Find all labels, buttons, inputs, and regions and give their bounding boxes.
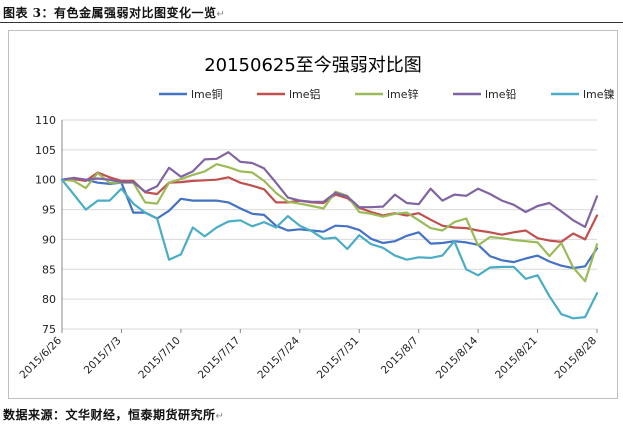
y-tick-label-80: 80 — [42, 293, 56, 306]
y-tick-label-100: 100 — [35, 174, 56, 187]
legend-label-2: lme铝 — [289, 87, 321, 101]
y-tick-label-85: 85 — [42, 263, 56, 276]
legend-label-5: lme镍 — [583, 87, 615, 101]
y-tick-label-105: 105 — [35, 144, 56, 157]
caption-divider — [0, 22, 623, 23]
x-tick-label-6: 2015/7/31 — [315, 335, 362, 382]
figure-caption: 图表 3：有色金属强弱对比图变化一览↵ — [3, 4, 225, 21]
x-tick-label-10: 2015/8/28 — [553, 335, 600, 382]
chart-container: 20150625至今强弱对比图 lme铜 lme铝 lme锌 lme铅 lme镍 75 80 8… — [8, 30, 618, 399]
y-tick-label-110: 110 — [35, 114, 56, 127]
x-tick-label-7: 2015/8/7 — [379, 335, 421, 377]
x-tick-label-4: 2015/7/17 — [196, 335, 243, 382]
series-line-5 — [60, 178, 599, 320]
series-line-4 — [60, 151, 599, 228]
line-chart: 20150625至今强弱对比图 lme铜 lme铝 lme锌 lme铅 lme镍 75 80 8… — [18, 55, 615, 382]
paragraph-mark-icon-2: ↵ — [215, 411, 225, 422]
caption-text: 图表 3：有色金属强弱对比图变化一览 — [3, 6, 217, 20]
x-tick-label-9: 2015/8/21 — [493, 335, 540, 382]
data-source-note: 数据来源：文华财经，恒泰期货研究所↵ — [3, 406, 224, 423]
y-tick-label-75: 75 — [42, 323, 56, 336]
y-tick-label-95: 95 — [42, 204, 56, 217]
x-tick-label-1: 2015/6/26 — [18, 334, 65, 381]
legend-label-1: lme铜 — [191, 87, 223, 101]
x-tick-label-3: 2015/7/10 — [136, 335, 183, 382]
x-tick-label-8: 2015/8/14 — [434, 334, 481, 381]
chart-title: 20150625至今强弱对比图 — [204, 55, 422, 76]
legend-label-3: lme锌 — [387, 87, 419, 101]
legend-label-4: lme铅 — [485, 87, 517, 101]
series-line-1 — [60, 177, 599, 270]
source-text: 数据来源：文华财经，恒泰期货研究所 — [3, 408, 216, 422]
paragraph-mark-icon: ↵ — [216, 9, 226, 20]
series-line-3 — [60, 163, 599, 283]
y-tick-label-90: 90 — [42, 233, 56, 246]
x-tick-label-5: 2015/7/24 — [255, 334, 302, 381]
x-tick-label-2: 2015/7/3 — [82, 335, 124, 377]
